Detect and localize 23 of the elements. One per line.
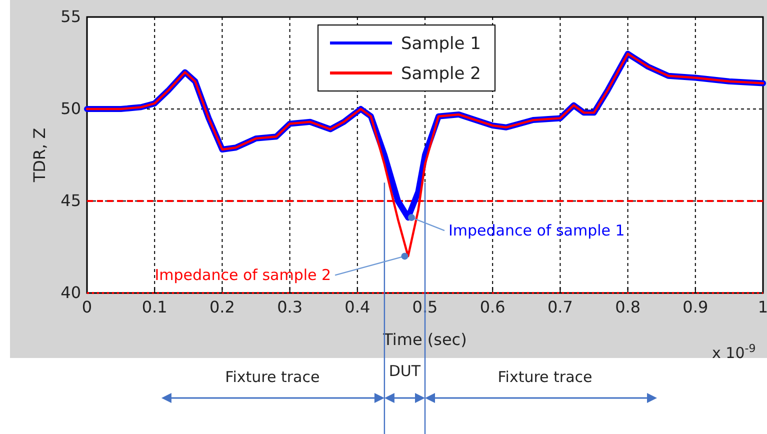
x-tick-label: 0.6 bbox=[480, 297, 506, 316]
x-tick-label: 0.1 bbox=[142, 297, 168, 316]
y-tick-label: 55 bbox=[60, 7, 81, 26]
annotation: Impedance of sample 1 bbox=[448, 222, 625, 240]
text: x 10$^{-9}$ bbox=[712, 342, 756, 362]
x-tick-label: 0.3 bbox=[277, 297, 303, 316]
x-tick-label: 0.9 bbox=[682, 297, 708, 316]
legend-label: Sample 2 bbox=[401, 64, 481, 84]
text: Fixture trace bbox=[498, 368, 592, 386]
text: Fixture trace bbox=[225, 368, 320, 386]
y-tick-label: 50 bbox=[60, 99, 81, 118]
x-tick-label: 0.4 bbox=[344, 297, 370, 316]
x-tick-label: 0.2 bbox=[209, 297, 235, 316]
x-tick-label: 1 bbox=[758, 297, 767, 316]
text: DUT bbox=[388, 362, 422, 380]
legend-label: Sample 1 bbox=[401, 34, 481, 54]
y-tick-label: 45 bbox=[60, 191, 81, 210]
x-tick-label: 0 bbox=[82, 297, 92, 316]
x-tick-label: 0.8 bbox=[615, 297, 641, 316]
x-tick-label: 0.7 bbox=[547, 297, 573, 316]
annotation: Impedance of sample 2 bbox=[154, 266, 332, 284]
y-axis-title: TDR, Z bbox=[30, 128, 49, 184]
y-tick-label: 40 bbox=[60, 283, 81, 302]
